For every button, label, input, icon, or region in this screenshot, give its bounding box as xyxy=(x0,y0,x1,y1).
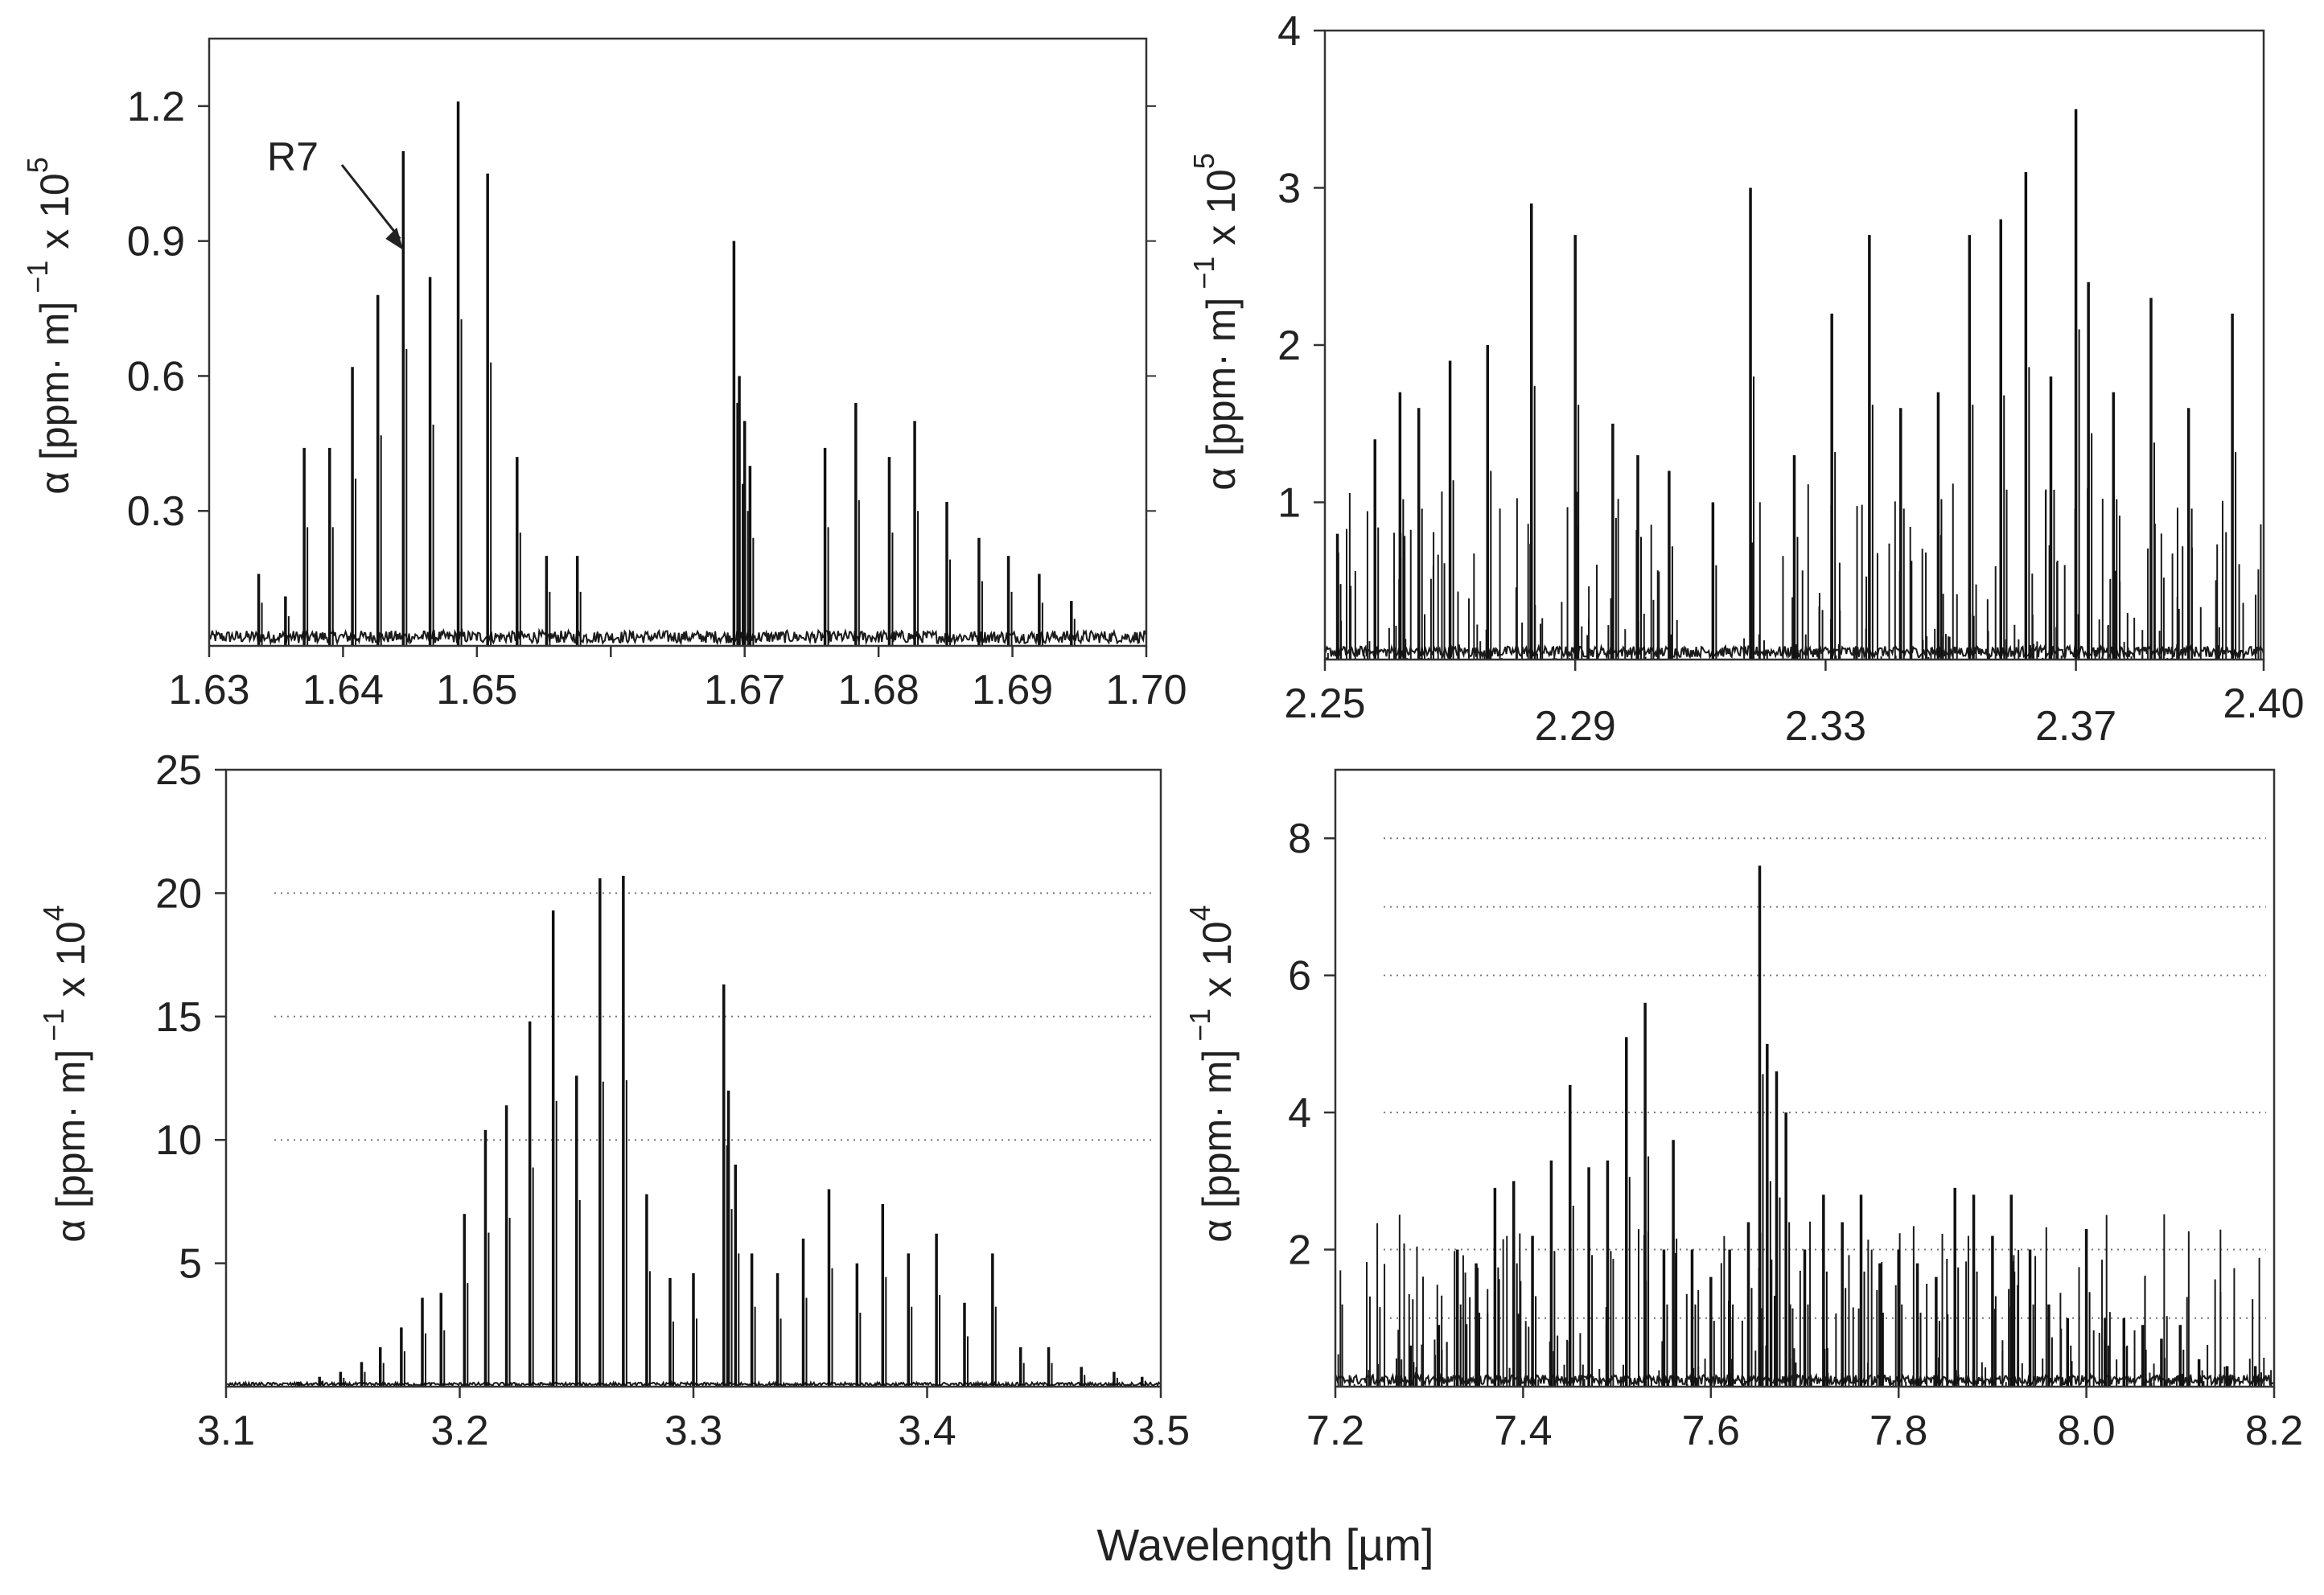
annotation-arrow xyxy=(340,164,401,240)
y-axis-title-sup: −1 xyxy=(1187,257,1220,298)
y-tick-label: 4 xyxy=(1288,1090,1311,1137)
y-axis-title-scale: x 10 xyxy=(1199,169,1244,256)
panel-2: 2.25 2.29 2.33 2.37 2.40 1 2 3 4 α [ppm· m] −1 x … xyxy=(1187,8,2305,750)
y-tick-label: 5 xyxy=(179,1241,202,1288)
y-axis-title-sup: −1 xyxy=(37,1009,70,1050)
x-tick-label: 1.68 xyxy=(838,667,919,713)
plot-frame xyxy=(1334,768,2276,1388)
x-tick-label: 3.5 xyxy=(1132,1408,1190,1454)
plot-frame xyxy=(208,37,1148,647)
x-tick-label: 7.8 xyxy=(1869,1408,1927,1454)
x-tick-label: 1.65 xyxy=(436,667,517,713)
x-tick-label: 3.2 xyxy=(430,1408,488,1454)
x-tick-label: 3.4 xyxy=(898,1408,956,1454)
y-axis-title-exp: 5 xyxy=(21,157,54,173)
panel-3: 3.1 3.2 3.3 3.4 3.5 5 10 15 20 25 α [ppm· m] −1 x … xyxy=(37,747,1190,1454)
y-axis-title-main: α [ppm· m] xyxy=(48,1050,93,1243)
y-tick-label: 0.9 xyxy=(127,219,185,265)
y-tick-label: 20 xyxy=(155,870,202,917)
x-tick-label: 1.70 xyxy=(1105,667,1187,713)
figure-xlabel: Wavelength [µm] xyxy=(1096,1519,1433,1570)
y-axis-title-scale: x 10 xyxy=(32,173,77,260)
panel-4: 7.2 7.4 7.6 7.8 8.0 8.2 2 4 6 8 α [ppm· m] −1 x 10… xyxy=(1183,768,2303,1454)
y-axis-title: α [ppm· m] −1 x 104 xyxy=(1183,905,1240,1243)
x-tick-label: 2.37 xyxy=(2035,703,2116,750)
x-tick-label: 3.1 xyxy=(197,1408,255,1454)
y-axis-title: α [ppm· m] −1 x 105 xyxy=(1187,153,1244,491)
y-tick-label: 2 xyxy=(1277,323,1301,369)
y-axis-title-exp: 4 xyxy=(37,905,70,921)
x-tick-label: 2.29 xyxy=(1535,703,1616,750)
y-axis-title-scale: x 10 xyxy=(48,921,93,1008)
x-tick-label: 7.4 xyxy=(1494,1408,1552,1454)
x-tick-label: 3.3 xyxy=(664,1408,722,1454)
y-axis-title-sup: −1 xyxy=(21,261,54,302)
y-axis-title: α [ppm· m] −1 x 105 xyxy=(21,157,77,495)
y-tick-label: 4 xyxy=(1277,8,1301,55)
y-axis-title-exp: 5 xyxy=(1187,153,1220,169)
y-axis-title-main: α [ppm· m] xyxy=(1199,298,1244,491)
x-tick-label: 2.40 xyxy=(2223,680,2304,727)
y-tick-label: 15 xyxy=(155,994,202,1041)
y-tick-label: 0.6 xyxy=(127,353,185,400)
x-tick-label: 8.2 xyxy=(2245,1408,2303,1454)
x-tick-label: 1.67 xyxy=(704,667,785,713)
x-tick-label: 1.63 xyxy=(168,667,249,713)
y-tick-label: 25 xyxy=(155,747,202,794)
x-tick-label: 2.33 xyxy=(1785,703,1866,750)
y-tick-label: 1.2 xyxy=(127,84,185,130)
y-tick-label: 8 xyxy=(1288,816,1311,862)
y-axis-title-exp: 4 xyxy=(1183,905,1216,921)
x-tick-label: 7.6 xyxy=(1682,1408,1740,1454)
y-tick-label: 6 xyxy=(1288,953,1311,1000)
x-tick-label: 1.69 xyxy=(972,667,1053,713)
panel-1: 1.63 1.64 1.65 1.67 1.68 1.69 1.70 0.3 0.6 0.9 1.2… xyxy=(21,37,1187,713)
y-tick-label: 2 xyxy=(1288,1227,1311,1274)
y-tick-label: 0.3 xyxy=(127,488,185,535)
annotation-label: R7 xyxy=(267,134,319,179)
annotation-arrowhead xyxy=(385,227,404,250)
y-axis-title-main: α [ppm· m] xyxy=(32,302,77,495)
y-axis-title-scale: x 10 xyxy=(1195,921,1240,1008)
y-tick-label: 3 xyxy=(1277,166,1301,212)
y-tick-label: 10 xyxy=(155,1117,202,1164)
x-tick-label: 1.64 xyxy=(302,667,384,713)
y-tick-label: 1 xyxy=(1277,480,1301,527)
y-axis-title-sup: −1 xyxy=(1183,1009,1216,1050)
x-tick-label: 7.2 xyxy=(1306,1408,1364,1454)
spectrum-baseline xyxy=(208,627,1147,647)
x-tick-label: 8.0 xyxy=(2057,1408,2115,1454)
y-axis-title-main: α [ppm· m] xyxy=(1195,1050,1240,1243)
y-axis-title: α [ppm· m] −1 x 104 xyxy=(37,905,93,1243)
x-tick-label: 2.25 xyxy=(1284,680,1365,727)
